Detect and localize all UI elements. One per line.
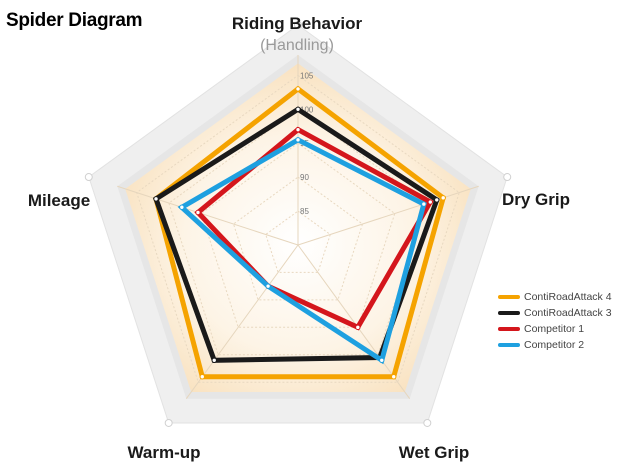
series-point <box>199 374 205 380</box>
series-point <box>195 209 201 216</box>
axis-spoke <box>297 185 479 246</box>
series-point <box>153 196 159 202</box>
legend-item: ContiRoadAttack 4 <box>498 289 612 305</box>
series-point <box>440 195 446 201</box>
series-point <box>379 357 385 363</box>
legend-item: Competitor 1 <box>498 321 612 337</box>
legend-item: ContiRoadAttack 3 <box>498 305 612 321</box>
outer-corner-dot <box>164 418 173 427</box>
outer-corner-dot <box>294 21 302 29</box>
legend-label: ContiRoadAttack 3 <box>524 307 612 319</box>
series-point <box>211 357 217 363</box>
outer-corner-dot <box>503 173 512 182</box>
outer-corner-dot <box>84 173 93 182</box>
legend-swatch <box>498 295 520 299</box>
legend-swatch <box>498 343 520 347</box>
legend-label: ContiRoadAttack 4 <box>524 291 612 303</box>
axis-label: Mileage <box>28 191 90 210</box>
legend: ContiRoadAttack 4 ContiRoadAttack 3 Compet… <box>498 289 612 353</box>
series-point <box>295 126 301 133</box>
outer-corner-dot <box>423 418 432 427</box>
axis-sublabel: (Handling) <box>260 37 334 54</box>
tick-label: 100 <box>300 105 314 114</box>
axis-label: Riding Behavior <box>232 14 363 33</box>
legend-label: Competitor 2 <box>524 339 585 351</box>
series-point <box>421 201 427 207</box>
series-line <box>194 126 434 331</box>
grid-ring <box>265 210 331 273</box>
series-point <box>295 106 301 112</box>
axis-spoke <box>297 244 411 400</box>
legend-swatch <box>498 311 520 315</box>
legend-swatch <box>498 327 520 331</box>
chart-title: Spider Diagram <box>6 10 143 31</box>
series-line <box>152 106 440 363</box>
axis-label: Wet Grip <box>399 443 470 462</box>
series-point <box>434 197 440 203</box>
series-point <box>295 86 301 92</box>
legend-label: Competitor 1 <box>524 323 585 335</box>
series-point <box>355 324 361 331</box>
series-line <box>177 136 427 365</box>
axis-spoke <box>185 244 299 400</box>
grid-ring <box>232 176 364 301</box>
axis-label: Warm-up <box>127 443 200 462</box>
series-point <box>265 283 271 289</box>
tick-label: 90 <box>300 173 309 182</box>
legend-item: Competitor 2 <box>498 337 612 353</box>
axis-label: Dry Grip <box>502 190 570 209</box>
axis-spoke <box>117 185 299 246</box>
series-point <box>427 199 433 205</box>
series-point <box>391 374 397 380</box>
series-point <box>179 204 185 210</box>
series-line <box>153 85 447 380</box>
series-point <box>295 137 301 143</box>
tick-label: 105 <box>300 71 314 80</box>
tick-label: 85 <box>300 207 309 216</box>
